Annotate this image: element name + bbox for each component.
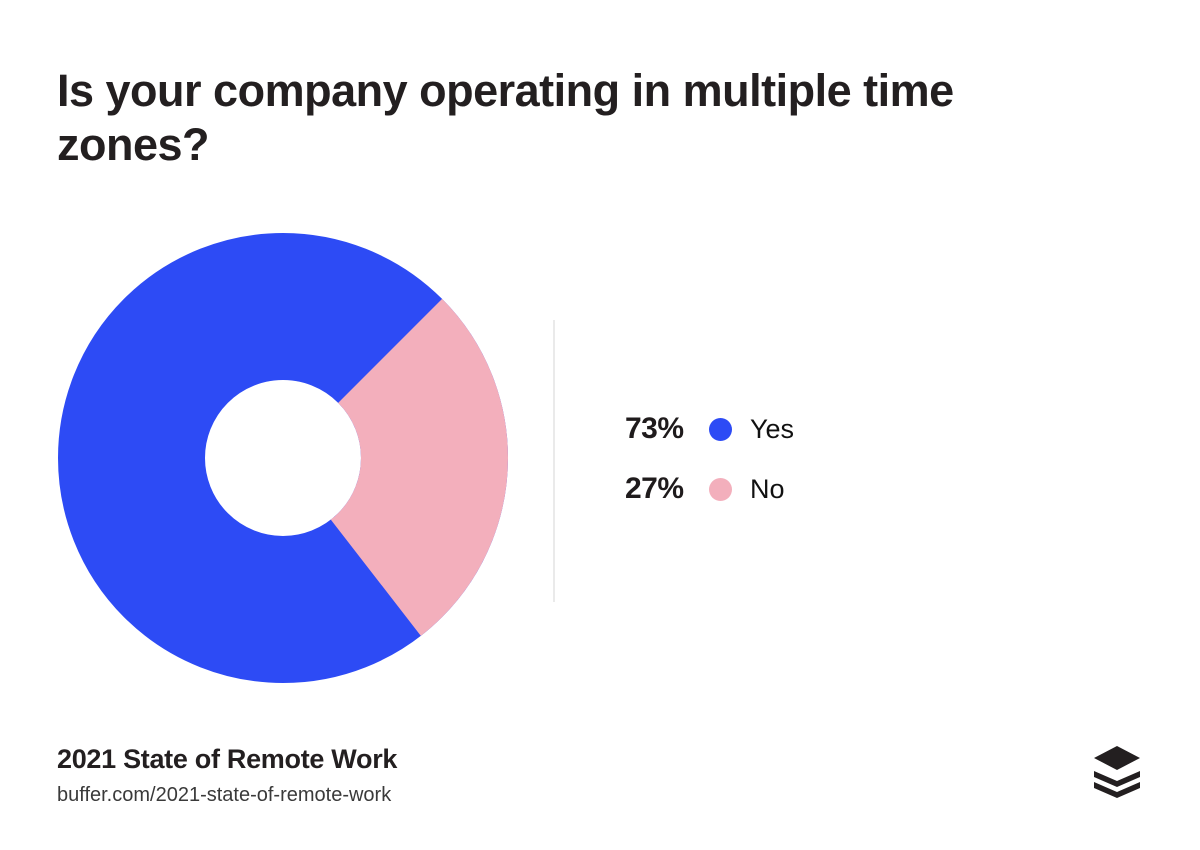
legend-item-yes: 73% Yes — [625, 412, 795, 445]
donut-chart-svg — [57, 232, 509, 683]
buffer-logo-icon — [1094, 746, 1140, 798]
donut-chart — [57, 232, 509, 684]
source-url: buffer.com/2021-state-of-remote-work — [57, 784, 392, 806]
source-title: 2021 State of Remote Work — [57, 744, 398, 774]
donut-segment-no — [57, 232, 509, 683]
buffer-logo-chevron-2 — [1094, 782, 1140, 798]
legend-item-no: 27% No — [625, 472, 794, 505]
legend-swatch-no-icon — [709, 477, 732, 501]
buffer-logo-chevron-1 — [1094, 771, 1140, 787]
legend-divider — [553, 320, 555, 602]
chart-legend: 73% Yes 27% No — [625, 412, 795, 533]
buffer-logo-diamond — [1094, 746, 1140, 770]
legend-swatch-yes-icon — [709, 417, 732, 441]
legend-label-no: No — [750, 473, 785, 504]
page-title: Is your company operating in multiple ti… — [57, 65, 954, 170]
legend-label-yes: Yes — [750, 413, 795, 444]
legend-value-yes: 73% — [625, 412, 684, 445]
source-attribution: 2021 State of Remote Work buffer.com/202… — [57, 744, 397, 807]
legend-value-no: 27% — [625, 472, 684, 505]
